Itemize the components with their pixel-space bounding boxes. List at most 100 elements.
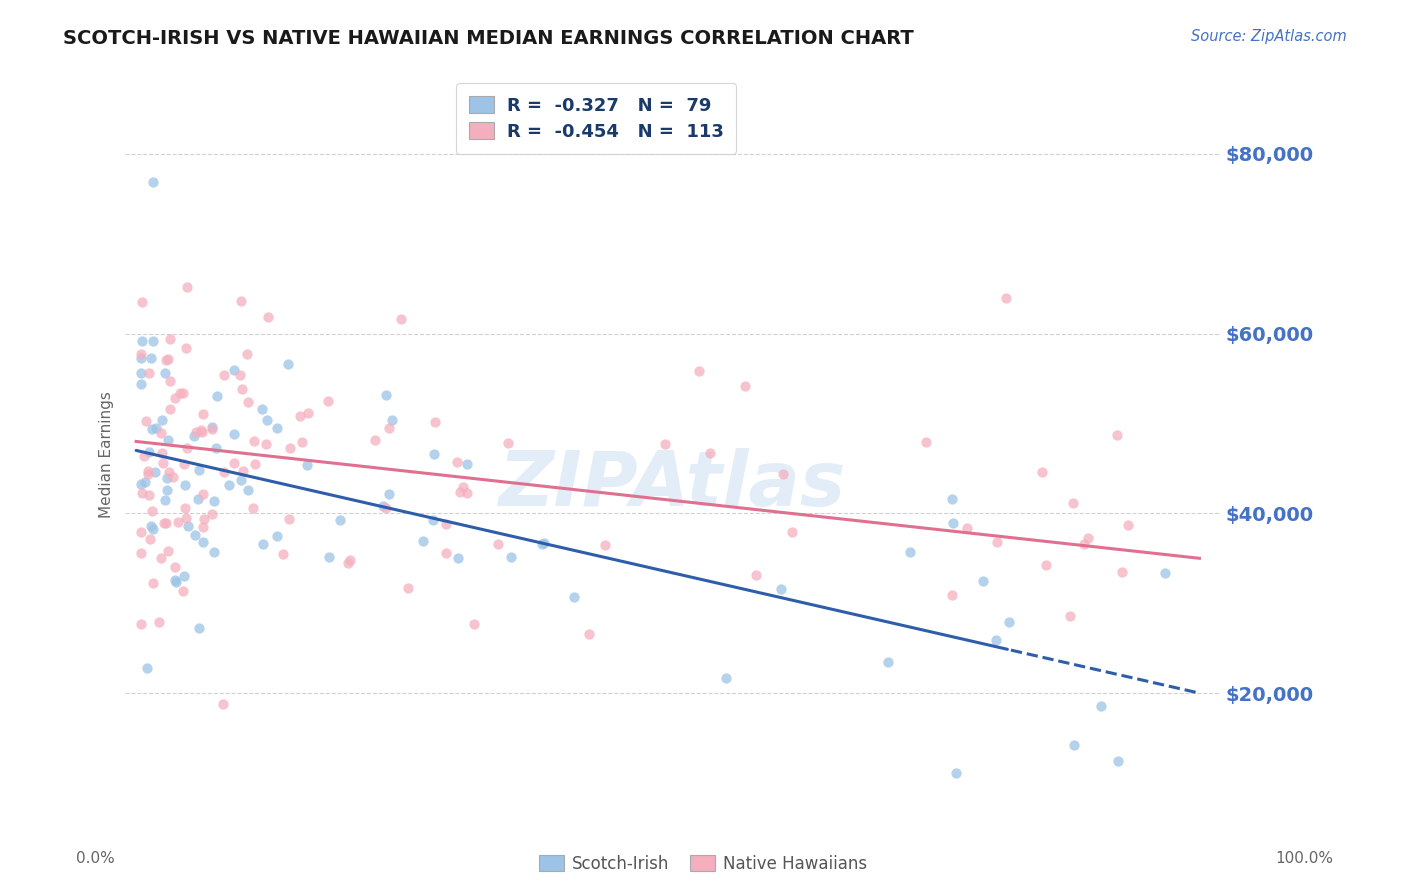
Point <box>156 434 179 448</box>
Point <box>446 550 468 565</box>
Point <box>236 483 259 498</box>
Y-axis label: Median Earnings: Median Earnings <box>100 392 114 518</box>
Point <box>143 465 166 479</box>
Point <box>1154 566 1177 581</box>
Point <box>131 616 153 631</box>
Point <box>231 382 253 396</box>
Point <box>153 516 176 531</box>
Point <box>174 341 197 355</box>
Point <box>1107 428 1129 442</box>
Point <box>242 500 264 515</box>
Point <box>159 332 181 346</box>
Point <box>201 422 224 436</box>
Point <box>1063 738 1085 752</box>
Point <box>972 574 994 588</box>
Point <box>139 532 162 546</box>
Point <box>155 366 177 380</box>
Point <box>157 465 180 479</box>
Point <box>496 436 519 450</box>
Point <box>232 464 254 478</box>
Point <box>499 549 522 564</box>
Point <box>150 412 173 426</box>
Point <box>131 366 153 380</box>
Point <box>162 469 184 483</box>
Point <box>169 386 191 401</box>
Point <box>423 415 446 429</box>
Point <box>1116 517 1139 532</box>
Point <box>941 491 963 506</box>
Point <box>135 414 157 428</box>
Point <box>266 421 288 435</box>
Point <box>193 512 215 526</box>
Point <box>141 576 163 591</box>
Point <box>593 538 616 552</box>
Point <box>371 500 394 514</box>
Point <box>291 435 314 450</box>
Point <box>994 291 1017 305</box>
Point <box>136 467 159 481</box>
Point <box>205 389 228 403</box>
Point <box>714 671 737 685</box>
Point <box>336 556 359 570</box>
Point <box>486 537 509 551</box>
Point <box>202 545 225 559</box>
Point <box>155 353 177 368</box>
Point <box>229 368 252 382</box>
Point <box>364 433 387 447</box>
Point <box>201 507 224 521</box>
Point <box>243 434 266 449</box>
Point <box>381 413 404 427</box>
Point <box>229 474 252 488</box>
Point <box>193 535 215 549</box>
Point <box>131 295 153 310</box>
Point <box>295 458 318 473</box>
Point <box>531 537 554 551</box>
Point <box>245 457 267 471</box>
Point <box>172 583 194 598</box>
Point <box>131 377 153 392</box>
Point <box>193 519 215 533</box>
Point <box>191 425 214 439</box>
Point <box>132 449 155 463</box>
Point <box>273 547 295 561</box>
Point <box>252 537 274 551</box>
Point <box>238 395 260 409</box>
Point <box>142 334 165 348</box>
Point <box>318 550 340 565</box>
Point <box>446 455 468 469</box>
Point <box>297 406 319 420</box>
Point <box>131 546 153 560</box>
Point <box>166 515 188 529</box>
Point <box>163 392 186 406</box>
Point <box>152 456 174 470</box>
Point <box>138 445 160 459</box>
Point <box>252 401 274 416</box>
Point <box>131 476 153 491</box>
Point <box>222 456 245 470</box>
Point <box>254 437 277 451</box>
Point <box>456 457 478 471</box>
Point <box>138 487 160 501</box>
Point <box>257 310 280 324</box>
Point <box>156 543 179 558</box>
Point <box>186 425 208 440</box>
Point <box>898 545 921 559</box>
Point <box>1077 532 1099 546</box>
Point <box>745 567 768 582</box>
Point <box>1035 558 1057 572</box>
Point <box>204 441 226 455</box>
Point <box>212 465 235 479</box>
Point <box>173 457 195 471</box>
Point <box>138 464 160 478</box>
Text: 100.0%: 100.0% <box>1275 851 1334 865</box>
Point <box>131 334 153 348</box>
Point <box>256 413 278 427</box>
Point <box>986 535 1008 549</box>
Point <box>266 529 288 543</box>
Point <box>159 374 181 388</box>
Point <box>177 519 200 533</box>
Point <box>150 551 173 566</box>
Point <box>374 388 396 402</box>
Point <box>222 427 245 442</box>
Point <box>138 366 160 380</box>
